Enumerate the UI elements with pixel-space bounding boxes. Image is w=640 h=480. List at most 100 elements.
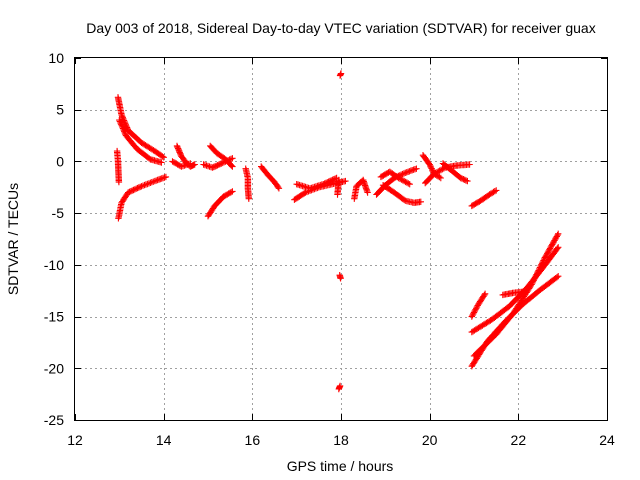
data-point (527, 282, 534, 289)
data-arc-arc-o (336, 272, 344, 282)
data-point (470, 310, 477, 317)
data-point (402, 178, 409, 186)
data-point (537, 262, 544, 270)
data-point (330, 176, 338, 183)
data-point (158, 159, 165, 166)
data-point (466, 161, 473, 168)
data-point (461, 176, 468, 183)
y-tick-label: 0 (56, 153, 64, 169)
data-point (191, 161, 198, 168)
data-point (481, 291, 488, 299)
data-arc-arc-p (335, 382, 344, 393)
data-point (406, 168, 413, 175)
data-point (150, 178, 157, 185)
data-point (555, 230, 562, 237)
data-point (464, 177, 471, 185)
data-point (481, 290, 489, 297)
data-point (555, 273, 562, 280)
data-arc-arc-b (116, 116, 165, 166)
data-arc-arc-s (373, 165, 420, 198)
data-arc-arc-u (379, 182, 424, 206)
data-point (531, 275, 538, 282)
data-point (541, 255, 548, 263)
data-point (555, 244, 562, 251)
data-point (553, 233, 560, 240)
data-point (228, 162, 235, 169)
data-point (470, 309, 478, 316)
data-point (550, 238, 557, 245)
data-point (406, 181, 413, 188)
data-arc-arc-f (169, 158, 194, 170)
data-point (531, 274, 539, 281)
x-axis-label: GPS time / hours (287, 458, 394, 474)
data-arc-arc-q (334, 176, 342, 198)
data-point (473, 303, 481, 311)
data-point (436, 173, 443, 181)
data-point (160, 154, 167, 161)
data-arc-arc-r (351, 176, 371, 202)
data-point (275, 185, 283, 192)
y-tick-label: -10 (44, 257, 64, 273)
data-point (120, 126, 127, 134)
data-point (536, 264, 544, 271)
data-point (302, 189, 309, 196)
data-point (532, 272, 539, 280)
data-arc-arc-i (204, 188, 236, 220)
data-point (117, 119, 124, 127)
data-point (144, 180, 151, 188)
y-tick-label: -5 (52, 205, 65, 221)
data-point (544, 250, 551, 257)
data-point (117, 121, 125, 128)
data-point (458, 175, 466, 182)
data-point (322, 179, 330, 187)
data-point (118, 122, 125, 129)
data-point (145, 180, 153, 187)
data-arc-arc-d (115, 173, 170, 222)
data-point (529, 278, 537, 285)
data-point (437, 174, 444, 182)
data-point (137, 183, 144, 191)
data-point (395, 174, 402, 182)
chart-title: Day 003 of 2018, Sidereal Day-to-day VTE… (86, 20, 595, 36)
data-point (530, 277, 537, 284)
data-point (538, 260, 546, 267)
data-point (491, 188, 498, 195)
data-point (121, 129, 128, 136)
data-point (130, 186, 137, 194)
data-point (529, 279, 536, 287)
data-point (546, 245, 554, 252)
data-point (471, 307, 478, 315)
data-arc-arc-j (242, 165, 252, 202)
data-point (534, 270, 541, 277)
data-arc-arc-a (114, 94, 167, 161)
data-point (469, 312, 476, 319)
x-tick-label: 12 (67, 432, 83, 448)
data-point (539, 258, 546, 266)
data-point (138, 183, 145, 190)
data-point (538, 261, 545, 268)
data-point (332, 175, 339, 182)
data-arc-arc-x (439, 160, 471, 185)
data-arc-arc-ac (468, 290, 489, 320)
data-point (536, 265, 543, 273)
data-point (336, 72, 344, 79)
data-point (342, 177, 349, 185)
data-point (118, 111, 125, 119)
data-point (119, 114, 126, 121)
data-point (413, 165, 420, 172)
data-point (328, 177, 335, 184)
data-point (229, 188, 236, 195)
y-tick-label: 10 (48, 50, 64, 66)
data-point (274, 183, 282, 191)
data-point (125, 189, 132, 196)
data-point (147, 179, 154, 186)
data-point (131, 186, 138, 193)
data-point (543, 251, 550, 259)
data-point (364, 189, 371, 196)
data-point (553, 274, 561, 281)
data-point (335, 176, 342, 184)
data-point (554, 245, 561, 252)
data-arc-arc-c (113, 147, 123, 186)
data-point (528, 281, 535, 288)
